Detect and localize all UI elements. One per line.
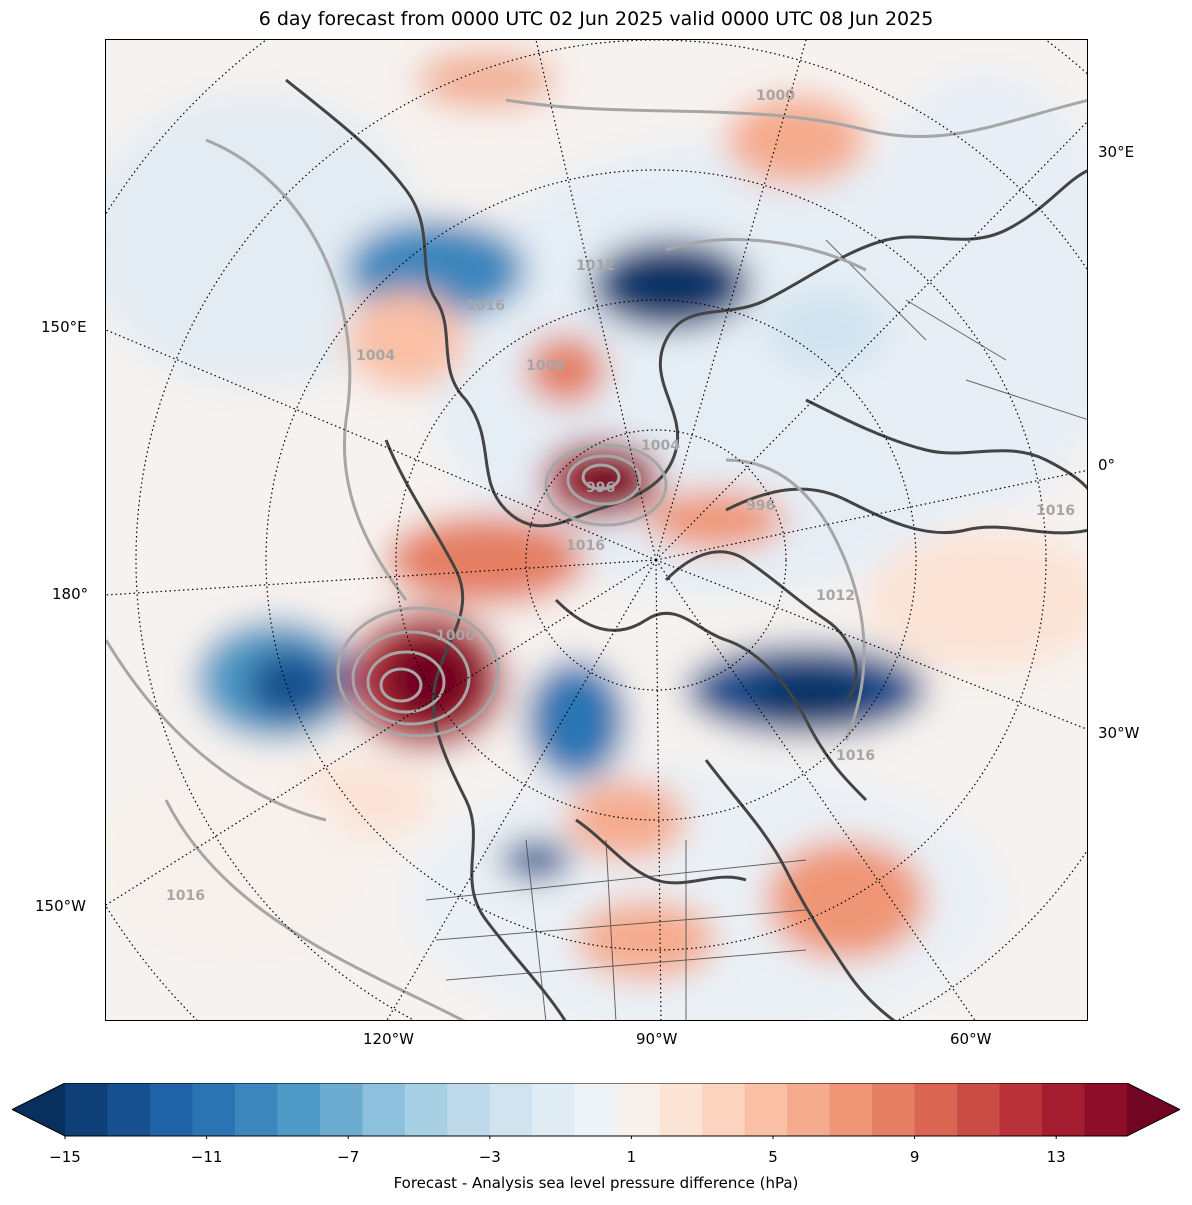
colorbar-cell [574, 1083, 618, 1136]
isobar-label: 1012 [576, 258, 615, 274]
colorbar-tick-label: 9 [909, 1148, 920, 1166]
colorbar-cell [277, 1083, 321, 1136]
isobar-label: 1000 [756, 88, 795, 104]
colorbar-cell [787, 1083, 831, 1136]
map-panel[interactable]: 996 1000 1004 996 1008 1012 1012 1016 10… [105, 39, 1088, 1021]
isobar-label: 1016 [166, 888, 205, 904]
colorbar-tick-label: −7 [337, 1148, 360, 1166]
isobar-label: 996 [746, 498, 775, 514]
isobar-label: 1012 [816, 588, 855, 604]
colorbar-cell [532, 1083, 576, 1136]
colorbar-tick-label: 13 [1046, 1148, 1066, 1166]
colorbar-tick-label: −11 [190, 1148, 223, 1166]
isobar-label: 1004 [356, 348, 395, 364]
isobars [106, 98, 1087, 1020]
map-canvas: 996 1000 1004 996 1008 1012 1012 1016 10… [106, 40, 1087, 1020]
colorbar-tick-label: 1 [626, 1148, 637, 1166]
isobar-label: 1016 [466, 298, 505, 314]
colorbar-cell [362, 1083, 406, 1136]
graticule [106, 40, 1087, 1020]
colorbar [12, 1083, 1180, 1139]
colorbar-cell [914, 1083, 958, 1136]
isobar-label: 996 [586, 480, 615, 496]
lon-label-60w: 60°W [950, 1030, 992, 1048]
isobar-label: 1016 [1036, 503, 1075, 519]
colorbar-cell [65, 1083, 108, 1136]
lon-label-150e: 150°E [41, 318, 87, 336]
lon-label-30e: 30°E [1098, 143, 1135, 161]
colorbar-cell [192, 1083, 236, 1136]
coastlines [285, 78, 1087, 1020]
lon-label-180: 180° [52, 585, 89, 603]
isobar-label: 1008 [526, 358, 565, 374]
colorbar-cell [404, 1083, 448, 1136]
colorbar-tick-label: −3 [478, 1148, 501, 1166]
colorbar-cell [489, 1083, 533, 1136]
lon-label-30w: 30°W [1098, 724, 1140, 742]
colorbar-tick-label: −15 [49, 1148, 81, 1166]
isobar-label: 1016 [566, 538, 605, 554]
colorbar-cell [319, 1083, 363, 1136]
colorbar-cell [872, 1083, 916, 1136]
colorbar-cell [744, 1083, 788, 1136]
colorbar-tick-label: 5 [768, 1148, 778, 1166]
colorbar-cell [107, 1083, 151, 1136]
colorbar-cell [447, 1083, 491, 1136]
isobar-label: 1016 [836, 748, 875, 764]
colorbar-cell [617, 1083, 661, 1136]
colorbar-cell [829, 1083, 873, 1136]
colorbar-extend-max [1127, 1083, 1180, 1136]
anomaly-field [106, 40, 1087, 1020]
isobar-label: 1000 [436, 628, 475, 644]
lon-label-90w: 90°W [636, 1030, 678, 1048]
colorbar-cell [234, 1083, 278, 1136]
colorbar-cell [999, 1083, 1043, 1136]
lon-label-150w: 150°W [35, 897, 86, 915]
colorbar-cell [659, 1083, 703, 1136]
colorbar-extend-min [12, 1083, 65, 1136]
colorbar-cell [1084, 1083, 1128, 1136]
colorbar-cell [1042, 1083, 1086, 1136]
lon-label-120w: 120°W [363, 1030, 414, 1048]
lon-label-0: 0° [1098, 456, 1116, 474]
colorbar-cell [702, 1083, 746, 1136]
colorbar-cell [957, 1083, 1001, 1136]
isobar-label: 1004 [641, 438, 680, 454]
colorbar-label: Forecast - Analysis sea level pressure d… [393, 1174, 799, 1192]
colorbar-cell [149, 1083, 193, 1136]
borders [425, 239, 1087, 1020]
map-title: 6 day forecast from 0000 UTC 02 Jun 2025… [258, 8, 934, 30]
